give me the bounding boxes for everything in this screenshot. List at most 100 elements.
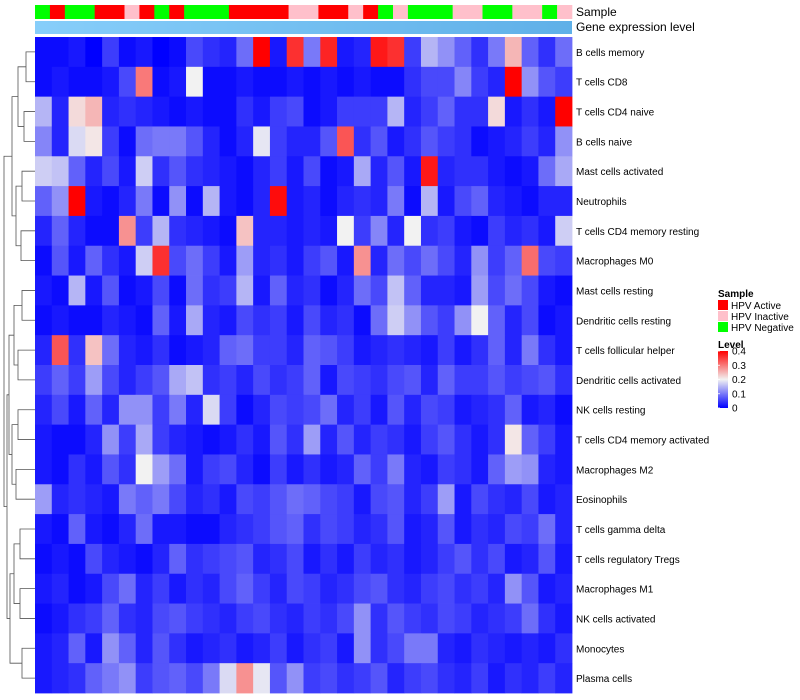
level-legend-tick-label: 0 — [732, 404, 738, 415]
heatmap-cell — [219, 454, 237, 485]
heatmap-cell — [68, 663, 86, 694]
heatmap-cell — [236, 186, 254, 217]
heatmap-cell — [387, 424, 405, 455]
heatmap-cell — [135, 543, 153, 575]
heatmap-cell — [269, 215, 288, 247]
heatmap-cell — [253, 543, 271, 575]
heatmap-cell — [219, 394, 237, 426]
heatmap-cell — [437, 663, 455, 694]
heatmap-cell — [471, 126, 489, 157]
heatmap-cell — [538, 514, 556, 545]
heatmap-cell — [488, 215, 506, 247]
heatmap-cell — [488, 96, 506, 127]
heatmap-cell — [488, 126, 506, 157]
heatmap-cell — [186, 305, 204, 336]
heatmap-cell — [169, 424, 187, 455]
heatmap-cell — [538, 126, 556, 157]
heatmap-cell — [504, 633, 523, 664]
heatmap-cell — [68, 454, 86, 485]
heatmap-cell — [219, 66, 237, 98]
heatmap-cell — [186, 156, 204, 187]
heatmap-cell — [152, 37, 170, 68]
heatmap-cell — [186, 245, 204, 276]
heatmap-cell — [35, 484, 53, 515]
heatmap-cell — [236, 275, 254, 306]
heatmap-cell — [504, 543, 523, 575]
heatmap-cell — [68, 156, 86, 187]
heatmap-cell — [471, 424, 489, 455]
heatmap-cell — [555, 394, 573, 426]
row-label: T cells CD4 memory resting — [576, 227, 699, 238]
heatmap-cell — [118, 663, 137, 694]
heatmap-cell — [253, 245, 271, 276]
heatmap-cell — [186, 96, 204, 127]
sample-annotation-cell — [124, 5, 140, 19]
heatmap-cell — [521, 573, 539, 604]
heatmap-cell — [135, 186, 153, 217]
heatmap-cell — [504, 37, 523, 68]
heatmap-cell — [85, 186, 103, 217]
heatmap-cell — [35, 96, 53, 127]
row-label: Macrophages M2 — [576, 465, 654, 476]
heatmap-cell — [135, 245, 153, 276]
heatmap-cell — [437, 305, 455, 336]
row-label: NK cells resting — [576, 406, 645, 417]
heatmap-cell — [555, 156, 573, 187]
heatmap-cell — [186, 424, 204, 455]
heatmap-cell — [169, 275, 187, 306]
sample-annotation-cell — [363, 5, 379, 19]
heatmap-cell — [504, 514, 523, 545]
heatmap-cell — [118, 305, 137, 336]
heatmap-cell — [471, 305, 489, 336]
sample-annotation-cell — [139, 5, 155, 19]
heatmap-cell — [286, 514, 304, 545]
heatmap-cell — [420, 484, 439, 515]
heatmap-cell — [135, 365, 153, 396]
heatmap-cell — [538, 186, 556, 217]
row-label: Mast cells activated — [576, 167, 663, 178]
heatmap-cell — [504, 96, 523, 127]
row-label: Mast cells resting — [576, 286, 653, 297]
heatmap-cell — [68, 514, 86, 545]
heatmap-cell — [437, 543, 455, 575]
heatmap-cell — [320, 245, 338, 276]
heatmap-cell — [269, 424, 288, 455]
heatmap-cell — [303, 454, 321, 485]
heatmap-cell — [35, 335, 53, 366]
heatmap-cell — [253, 633, 271, 664]
heatmap-cell — [337, 424, 355, 455]
heatmap-cell — [337, 335, 355, 366]
heatmap-cell — [135, 424, 153, 455]
heatmap-cell — [269, 96, 288, 127]
heatmap-cell — [538, 335, 556, 366]
heatmap-cell — [135, 663, 153, 694]
heatmap-cell — [269, 335, 288, 366]
heatmap-cell — [437, 424, 455, 455]
heatmap-cell — [85, 633, 103, 664]
heatmap-cell — [387, 305, 405, 336]
heatmap-cell — [303, 424, 321, 455]
row-label: T cells follicular helper — [576, 346, 675, 357]
heatmap-cell — [387, 335, 405, 366]
heatmap-cell — [420, 305, 439, 336]
heatmap-cell — [538, 543, 556, 575]
heatmap-cell — [51, 245, 69, 276]
heatmap-cell — [118, 633, 137, 664]
heatmap-cell — [85, 484, 103, 515]
heatmap-cell — [437, 245, 455, 276]
row-label: T cells CD8 — [576, 78, 628, 89]
heatmap-cell — [135, 633, 153, 664]
level-legend-tick-label: 0.4 — [732, 347, 746, 358]
heatmap-cell — [370, 126, 388, 157]
heatmap-cell — [152, 66, 170, 98]
heatmap-cell — [51, 365, 69, 396]
heatmap-cell — [186, 454, 204, 485]
heatmap-cell — [236, 156, 254, 187]
heatmap-cell — [202, 186, 220, 217]
heatmap-cell — [68, 37, 86, 68]
gene-expression-annotation-label: Gene expression level — [576, 20, 695, 34]
heatmap-cell — [303, 484, 321, 515]
heatmap-cell — [51, 275, 69, 306]
heatmap-cell — [387, 245, 405, 276]
heatmap-cell — [35, 514, 53, 545]
